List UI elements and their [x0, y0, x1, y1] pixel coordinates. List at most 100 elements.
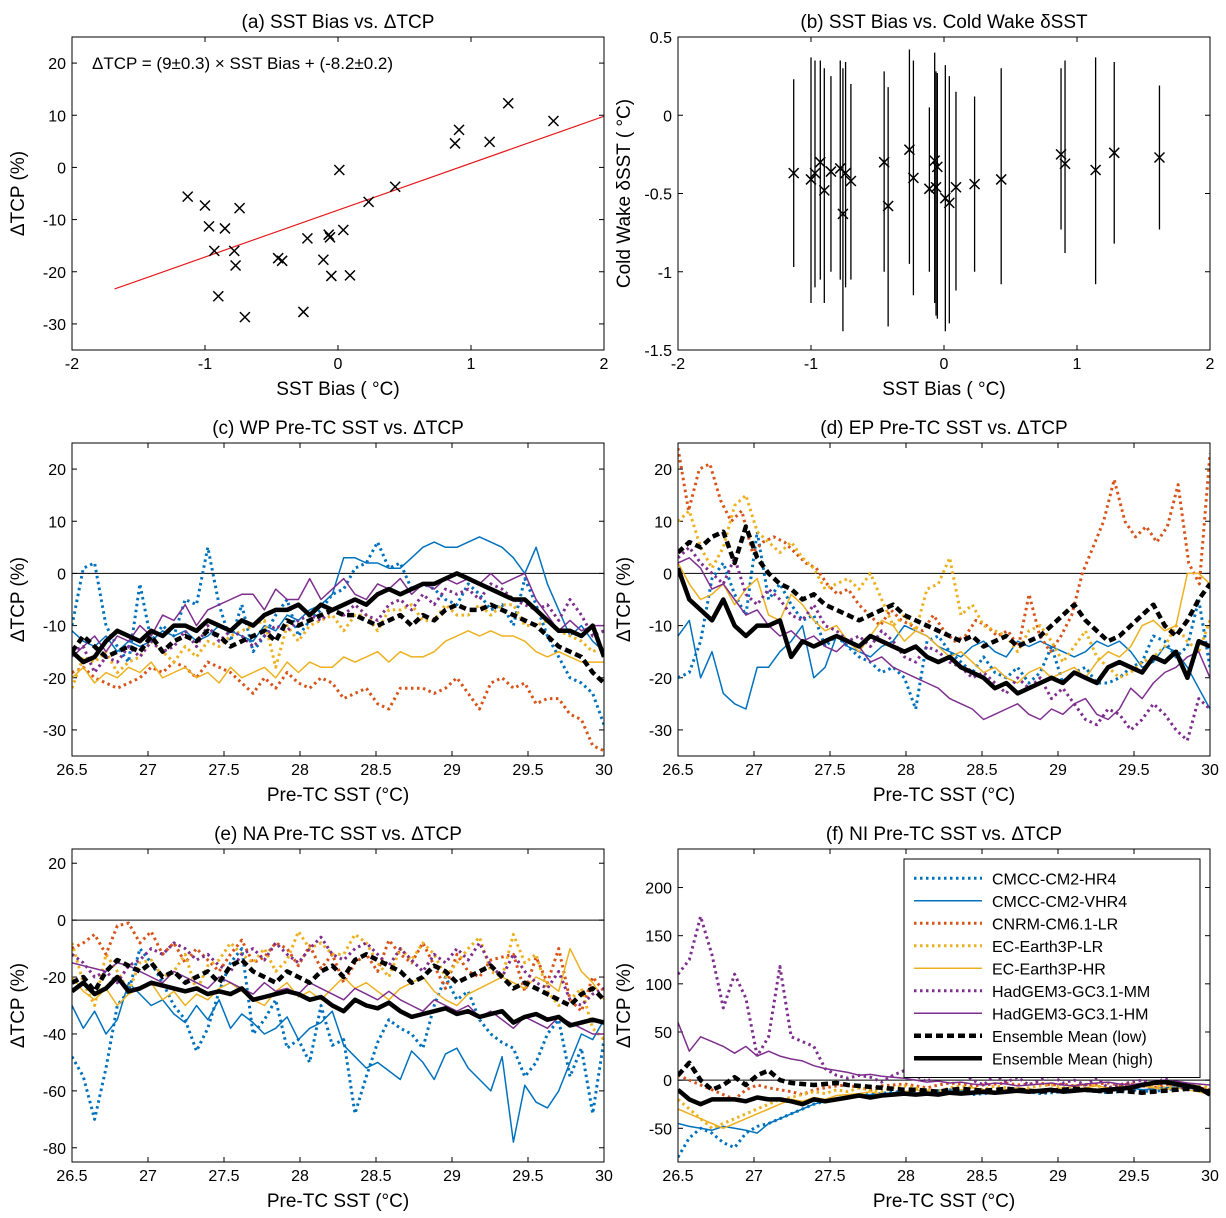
series-line — [678, 1082, 1210, 1130]
y-tick-label: -20 — [43, 671, 66, 688]
data-point — [199, 199, 211, 212]
y-tick-label: -80 — [43, 1141, 66, 1158]
x-tick-label: 0 — [940, 356, 949, 373]
x-tick-label: 0 — [334, 356, 343, 373]
x-tick-label: 28 — [291, 762, 309, 779]
y-tick-label: 0 — [663, 1073, 672, 1090]
data-point — [389, 181, 401, 193]
panel-title: (e) NA Pre-TC SST vs. ΔTCP — [214, 824, 462, 845]
y-axis-label: ΔTCP (%) — [614, 557, 635, 642]
x-tick-label: 30 — [595, 1168, 613, 1185]
data-point — [230, 259, 242, 272]
data-point — [931, 161, 943, 173]
data-point — [950, 181, 962, 193]
data-point — [325, 270, 337, 282]
data-point — [484, 136, 496, 148]
legend-entry-label: CMCC-CM2-HR4 — [992, 871, 1117, 888]
x-tick-label: -2 — [65, 356, 79, 373]
series-line — [72, 660, 604, 753]
y-tick-label: 10 — [48, 514, 66, 531]
legend-entry-label: Ensemble Mean (low) — [992, 1029, 1147, 1046]
y-tick-label: 0 — [57, 913, 66, 930]
x-axis-label: Pre-TC SST (°C) — [267, 1191, 409, 1212]
x-tick-label: -1 — [198, 356, 212, 373]
data-point — [1059, 158, 1071, 170]
data-point — [449, 137, 461, 149]
panel-title: (f) NI Pre-TC SST vs. ΔTCP — [826, 824, 1062, 845]
x-tick-label: 26.5 — [662, 762, 693, 779]
data-point — [234, 202, 246, 214]
data-point — [882, 200, 894, 212]
data-point — [837, 208, 849, 220]
x-tick-label: 30 — [1201, 1168, 1219, 1185]
data-point — [878, 156, 890, 168]
y-axis-label: ΔTCP (%) — [614, 963, 635, 1048]
x-tick-label: 2 — [1206, 356, 1215, 373]
x-tick-label: 29.5 — [512, 1168, 543, 1185]
series-line — [72, 952, 604, 1008]
x-tick-label: 1 — [1073, 356, 1082, 373]
x-tick-label: 28 — [897, 762, 915, 779]
panel-title: (a) SST Bias vs. ΔTCP — [242, 12, 435, 33]
panel-title: (c) WP Pre-TC SST vs. ΔTCP — [212, 418, 464, 439]
axes-frame — [677, 442, 1211, 757]
axes-frame — [677, 36, 1211, 351]
series-line — [72, 571, 604, 665]
y-tick-label: -10 — [43, 213, 66, 230]
x-tick-label: 27.5 — [208, 1168, 239, 1185]
y-tick-label: -30 — [43, 317, 66, 334]
data-point — [333, 164, 345, 176]
legend-entry-label: EC-Earth3P-LR — [992, 939, 1103, 956]
series-line — [678, 524, 1210, 649]
x-tick-label: 28 — [897, 1168, 915, 1185]
data-point — [1090, 164, 1102, 176]
y-tick-label: -50 — [649, 1121, 672, 1138]
y-tick-label: 0 — [663, 566, 672, 583]
data-point — [317, 254, 329, 266]
series-line — [72, 935, 604, 1007]
panel-d: 26.5 27 27.5 28 28.5 29 29.5 30 -30 -20 -10 0 10 20 (d… — [614, 418, 1219, 806]
x-tick-label: 1 — [467, 356, 476, 373]
x-tick-label: -1 — [804, 356, 818, 373]
data-point — [907, 172, 919, 184]
series-line — [72, 536, 604, 653]
legend-entry-label: CNRM-CM6.1-LR — [992, 916, 1118, 933]
data-point — [818, 184, 830, 196]
data-point — [943, 197, 955, 209]
x-axis-label: SST Bias ( °C) — [882, 379, 1005, 400]
plot-area — [678, 37, 1210, 350]
regression-line — [114, 115, 604, 290]
data-point — [323, 229, 335, 241]
x-tick-label: 28 — [291, 1168, 309, 1185]
legend-entry-label: EC-Earth3P-HR — [992, 961, 1106, 978]
y-tick-label: 20 — [48, 56, 66, 73]
x-tick-label: 28.5 — [966, 762, 997, 779]
series-line — [678, 545, 1210, 742]
x-tick-label: -2 — [671, 356, 685, 373]
axes-frame — [71, 36, 605, 351]
series-line — [72, 602, 604, 685]
legend-entry-label: Ensemble Mean (high) — [992, 1051, 1153, 1068]
x-axis-label: Pre-TC SST (°C) — [873, 785, 1015, 806]
y-axis-label: ΔTCP (%) — [8, 557, 29, 642]
x-tick-label: 29 — [443, 1168, 461, 1185]
data-point — [203, 220, 215, 232]
y-tick-label: -1 — [658, 265, 672, 282]
axes-frame — [677, 848, 1211, 1163]
y-tick-label: 0.5 — [650, 30, 672, 47]
y-tick-label: 150 — [645, 929, 672, 946]
y-tick-label: -40 — [43, 1027, 66, 1044]
x-tick-label: 28.5 — [360, 1168, 391, 1185]
x-tick-label: 29.5 — [1118, 762, 1149, 779]
y-tick-label: 0 — [57, 160, 66, 177]
data-point — [324, 231, 336, 243]
x-tick-label: 27 — [745, 1168, 763, 1185]
y-tick-label: 0 — [663, 108, 672, 125]
plot-marks — [114, 97, 604, 323]
series-line — [678, 493, 1210, 680]
legend-entry-label: CMCC-CM2-VHR4 — [992, 894, 1127, 911]
x-tick-label: 27 — [139, 1168, 157, 1185]
data-point — [969, 178, 981, 190]
plot-marks — [678, 447, 1210, 742]
